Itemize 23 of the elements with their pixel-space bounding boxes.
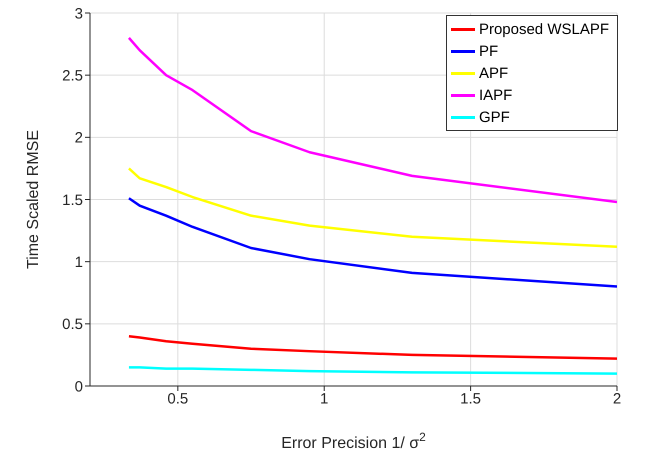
y-tick-label: 2.5	[62, 67, 83, 84]
y-tick-label: 0	[74, 378, 83, 396]
y-tick-label: 2	[74, 130, 83, 147]
x-tick-label: 1	[320, 390, 328, 408]
y-tick-label: 3	[74, 5, 83, 22]
line-series	[128, 366, 617, 375]
line-series	[128, 36, 617, 204]
line-series	[128, 167, 617, 248]
legend-label: Proposed WSLAPF	[478, 20, 609, 38]
x-tick-label: 1.5	[460, 390, 482, 408]
x-tick-label: 2	[612, 390, 622, 408]
x-axis-title: Error Precision 1/ σ$^{2}$	[281, 430, 426, 452]
y-tick-label: 1	[74, 254, 83, 271]
y-tick-label: 1.5	[62, 192, 83, 209]
y-tick-label: 0.5	[62, 316, 83, 334]
legend-label: PF	[478, 42, 498, 60]
line-series	[128, 335, 617, 360]
y-axis-title: Time Scaled RMSE	[25, 130, 42, 269]
legend-label: GPF	[478, 108, 510, 126]
line-series	[128, 197, 617, 288]
legend-label: IAPF	[478, 86, 512, 104]
x-tick-label: 0.5	[167, 390, 188, 408]
legend-label: APF	[478, 64, 508, 82]
